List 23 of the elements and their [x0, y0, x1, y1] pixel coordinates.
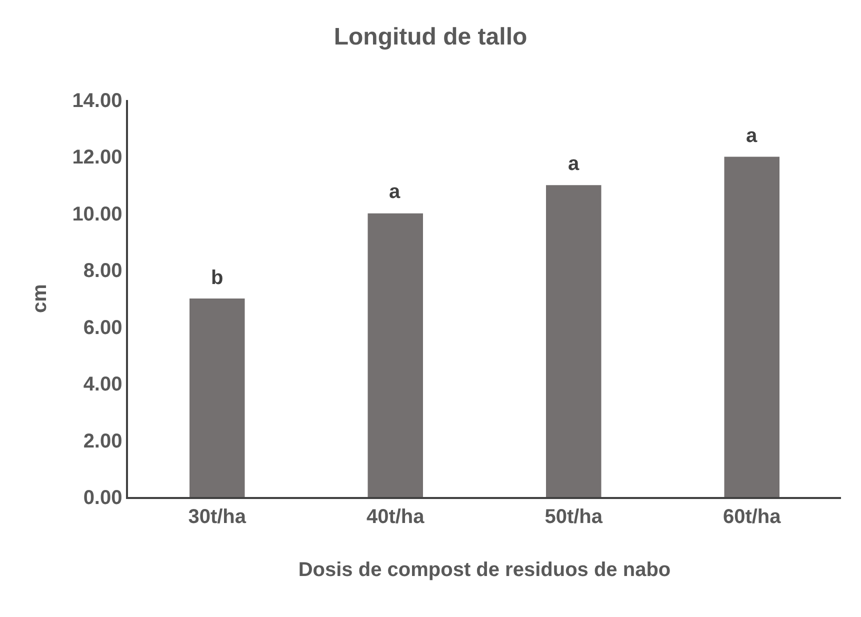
x-tick-label: 40t/ha	[366, 506, 426, 528]
y-tick-label: 4.00	[83, 374, 122, 396]
y-tick-label: 14.00	[72, 90, 122, 112]
y-tick-label: 0.00	[83, 487, 122, 509]
annotation: a	[746, 125, 758, 147]
x-axis-title: Dosis de compost de residuos de nabo	[298, 558, 671, 581]
x-tick-label: 50t/ha	[544, 506, 604, 528]
y-tick-label: 6.00	[83, 316, 122, 339]
y-tick-label: 2.00	[83, 430, 122, 452]
y-tick-label: 10.00	[72, 203, 122, 226]
x-tick-label: 60t/ha	[722, 506, 782, 528]
y-axis-title: cm	[29, 284, 52, 313]
bar	[724, 156, 780, 497]
chart-title: Longitud de tallo	[334, 24, 528, 51]
bar	[368, 213, 423, 497]
annotation: a	[568, 153, 580, 175]
bar	[190, 298, 245, 497]
bar	[546, 185, 602, 497]
x-tick-label: 30t/ha	[188, 506, 247, 528]
annotation: a	[389, 181, 401, 203]
y-tick-label: 8.00	[83, 260, 122, 282]
annotation: b	[211, 267, 224, 289]
y-tick-label: 12.00	[72, 146, 122, 169]
